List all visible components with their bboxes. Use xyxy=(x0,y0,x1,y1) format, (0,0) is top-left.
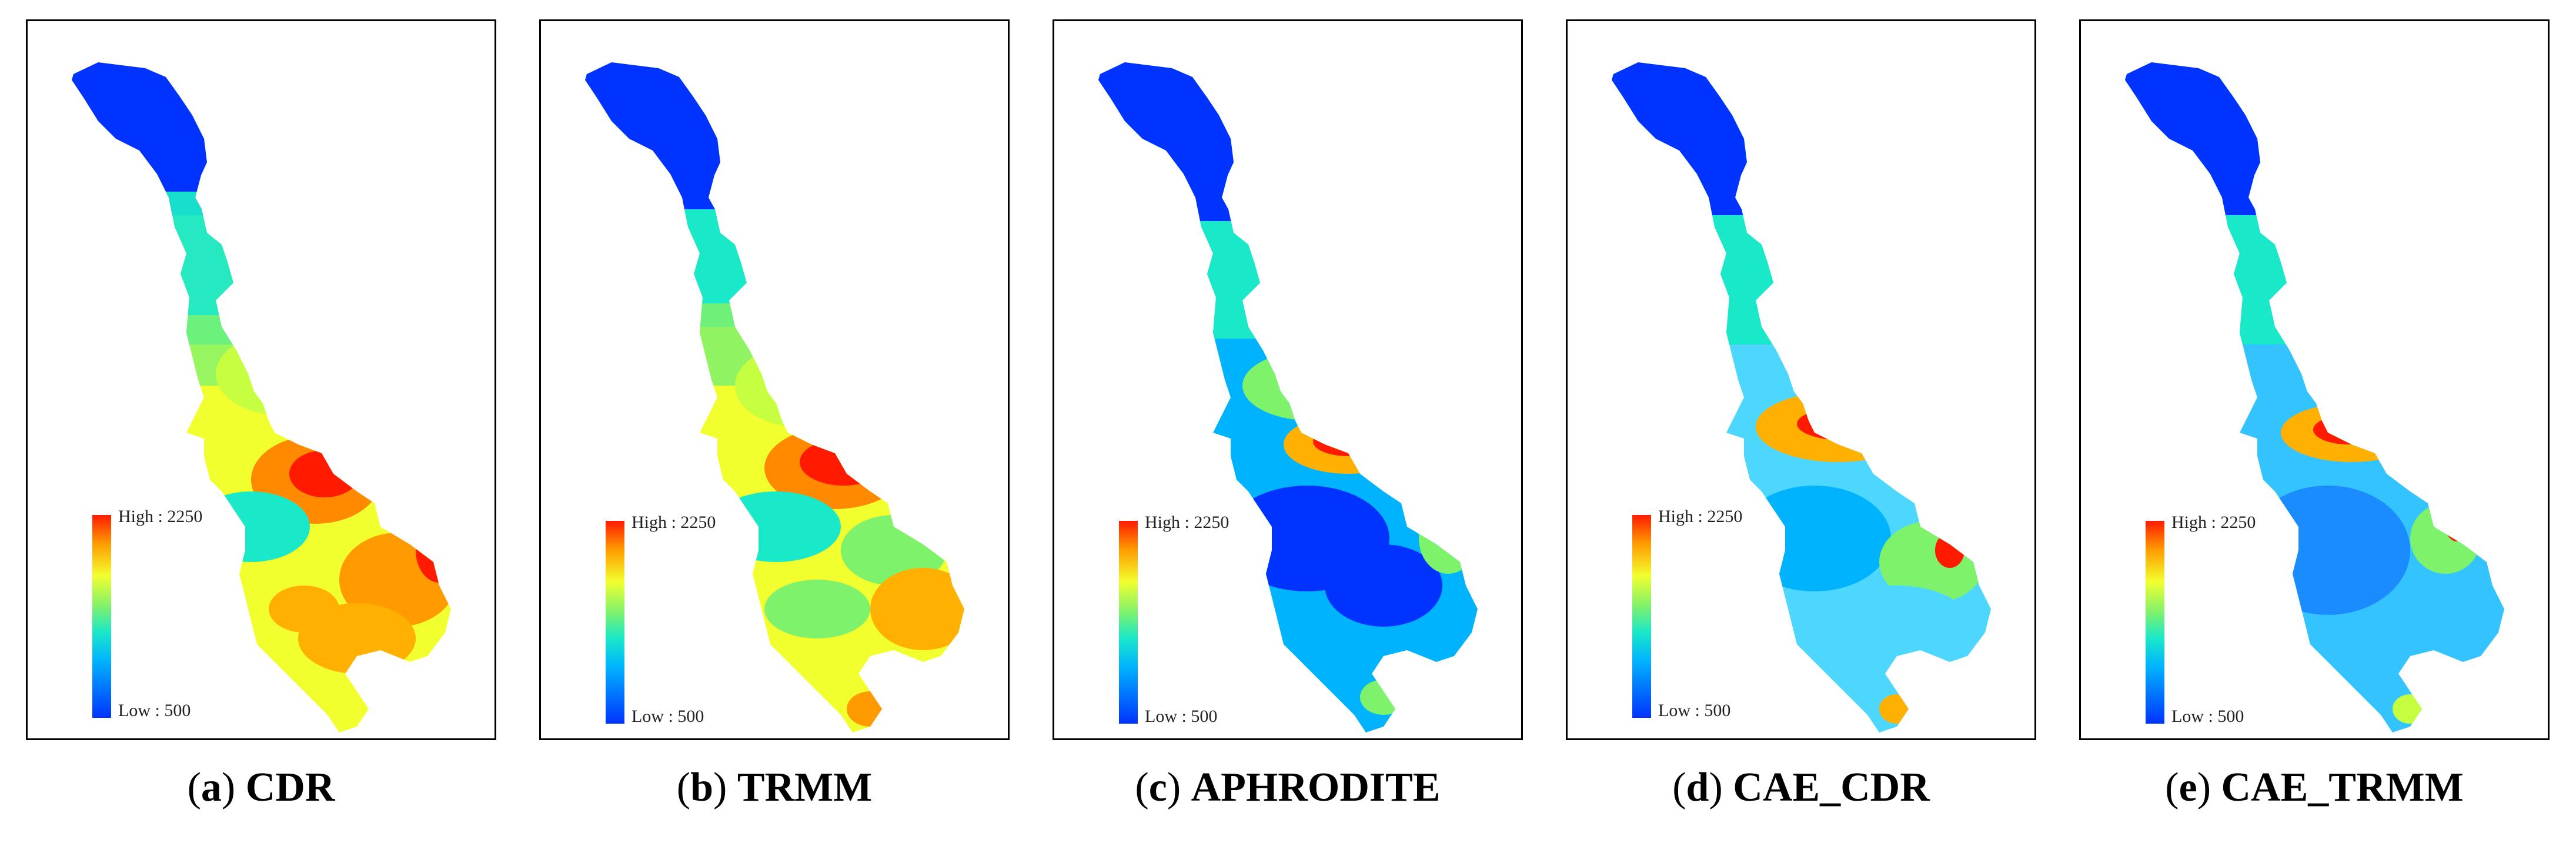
caption-e: (e) CAE_TRMM xyxy=(2165,765,2464,810)
legend-low-label: Low : 500 xyxy=(2171,707,2244,726)
legend-a: High : 2250 Low : 500 xyxy=(92,507,280,727)
panel-a: High : 2250 Low : 500 xyxy=(26,19,496,740)
legend-low-label: Low : 500 xyxy=(632,707,704,726)
caption-letter: d xyxy=(1686,765,1709,810)
legend-e: High : 2250 Low : 500 xyxy=(2146,513,2334,732)
color-ramp xyxy=(1119,521,1138,724)
legend-low-label: Low : 500 xyxy=(118,701,191,720)
color-ramp xyxy=(2146,521,2164,724)
precip-map-e xyxy=(2125,62,2504,732)
caption-letter: a xyxy=(201,765,222,810)
caption-a: (a) CDR xyxy=(187,765,335,810)
precip-map-b xyxy=(585,62,964,732)
legend-high-label: High : 2250 xyxy=(1658,507,1743,526)
caption-title: APHRODITE xyxy=(1191,765,1441,810)
legend-high-label: High : 2250 xyxy=(2171,513,2256,532)
caption-c: (c) APHRODITE xyxy=(1135,765,1441,810)
caption-title: CAE_CDR xyxy=(1733,765,1930,810)
legend-high-label: High : 2250 xyxy=(1145,513,1229,532)
precip-map-c xyxy=(1098,62,1478,732)
legend-c: High : 2250 Low : 500 xyxy=(1119,513,1307,732)
panel-e: High : 2250 Low : 500 xyxy=(2079,19,2550,740)
color-ramp xyxy=(1632,515,1651,718)
caption-letter: e xyxy=(2179,765,2197,810)
caption-title: TRMM xyxy=(737,765,873,810)
legend-high-label: High : 2250 xyxy=(118,507,203,526)
precip-map-d xyxy=(1612,62,1991,732)
caption-letter: c xyxy=(1148,765,1167,810)
caption-title: CAE_TRMM xyxy=(2221,765,2464,810)
precip-map-a xyxy=(72,62,451,732)
panel-d: High : 2250 Low : 500 xyxy=(1566,19,2036,740)
caption-letter: b xyxy=(690,765,714,810)
legend-low-label: Low : 500 xyxy=(1658,701,1731,720)
caption-d: (d) CAE_CDR xyxy=(1672,765,1930,810)
legend-b: High : 2250 Low : 500 xyxy=(606,513,794,732)
color-ramp xyxy=(92,515,111,718)
color-ramp xyxy=(606,521,624,724)
caption-title: CDR xyxy=(245,765,335,810)
panel-b: High : 2250 Low : 500 xyxy=(539,19,1010,740)
legend-high-label: High : 2250 xyxy=(632,513,716,532)
caption-b: (b) TRMM xyxy=(676,765,873,810)
legend-d: High : 2250 Low : 500 xyxy=(1632,507,1820,727)
legend-low-label: Low : 500 xyxy=(1145,707,1218,726)
panel-c: High : 2250 Low : 500 xyxy=(1053,19,1523,740)
